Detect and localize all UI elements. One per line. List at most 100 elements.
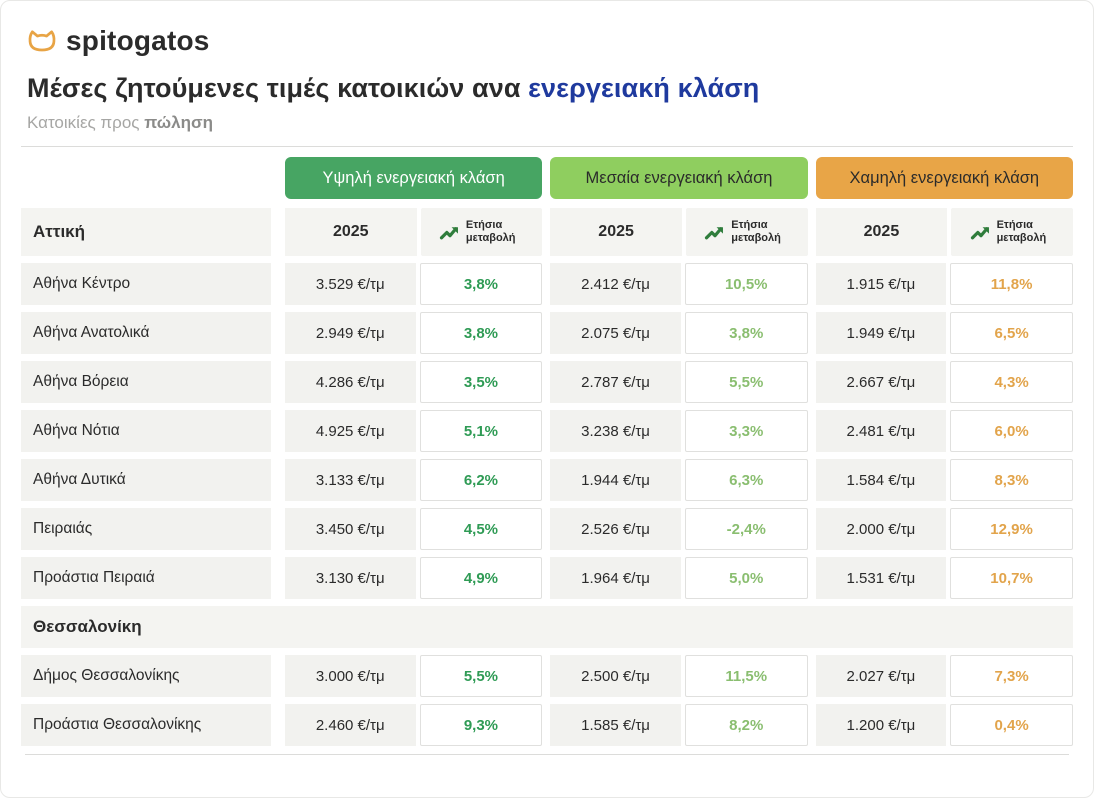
- subtitle-bold: πώληση: [144, 113, 213, 132]
- price-2025: 3.238 €/τμ: [550, 410, 681, 452]
- header-group-medium: 2025 Ετήσια μεταβολή: [550, 208, 808, 256]
- price-2025: 3.529 €/τμ: [285, 263, 416, 305]
- price-2025: 2.787 €/τμ: [550, 361, 681, 403]
- annual-change: 10,7%: [950, 557, 1073, 599]
- table-row: Αθήνα Βόρεια 4.286 €/τμ 3,5% 2.787 €/τμ 5,…: [21, 361, 1073, 403]
- badge-medium-energy-class: Μεσαία ενεργειακή κλάση: [550, 157, 808, 199]
- change-column-label: Ετήσια μεταβολή: [465, 219, 516, 244]
- region-label: Προάστια Πειραιά: [21, 557, 271, 599]
- change-column-label: Ετήσια μεταβολή: [731, 219, 781, 244]
- price-2025: 1.585 €/τμ: [550, 704, 681, 746]
- price-2025: 4.286 €/τμ: [285, 361, 416, 403]
- subtitle-prefix: Κατοικίες προς: [27, 113, 145, 132]
- year-column-header: 2025: [550, 208, 682, 256]
- badge-row: Υψηλή ενεργειακή κλάση Μεσαία ενεργειακή…: [285, 157, 1073, 199]
- change-column-header: Ετήσια μεταβολή: [951, 208, 1073, 256]
- price-2025: 2.460 €/τμ: [285, 704, 416, 746]
- region-label: Αθήνα Κέντρο: [21, 263, 271, 305]
- annual-change: 6,5%: [950, 312, 1073, 354]
- header-group-low: 2025 Ετήσια μεταβολή: [815, 208, 1073, 256]
- header-divider: [21, 146, 1073, 147]
- page-subtitle: Κατοικίες προς πώληση: [27, 113, 1077, 133]
- trend-up-icon: [439, 224, 461, 241]
- price-2025: 2.075 €/τμ: [550, 312, 681, 354]
- table-row: Αθήνα Νότια 4.925 €/τμ 5,1% 3.238 €/τμ 3,3…: [21, 410, 1073, 452]
- annual-change: 11,5%: [684, 655, 808, 697]
- title-highlight: ενεργειακή κλάση: [528, 73, 760, 103]
- table-row: Αθήνα Κέντρο 3.529 €/τμ 3,8% 2.412 €/τμ 10…: [21, 263, 1073, 305]
- title-main: Μέσες ζητούμενες τιμές κατοικιών ανα: [27, 73, 529, 103]
- annual-change: 3,8%: [419, 263, 543, 305]
- price-2025: 4.925 €/τμ: [285, 410, 416, 452]
- table-row: Αθήνα Ανατολικά 2.949 €/τμ 3,8% 2.075 €/τ…: [21, 312, 1073, 354]
- annual-change: 4,5%: [419, 508, 543, 550]
- badge-high-energy-class: Υψηλή ενεργειακή κλάση: [285, 157, 543, 199]
- table-row: Πειραιάς 3.450 €/τμ 4,5% 2.526 €/τμ -2,4% …: [21, 508, 1073, 550]
- region-label: Αθήνα Ανατολικά: [21, 312, 271, 354]
- price-2025: 3.450 €/τμ: [285, 508, 416, 550]
- price-2025: 1.944 €/τμ: [550, 459, 681, 501]
- price-2025: 1.531 €/τμ: [815, 557, 947, 599]
- annual-change: 5,5%: [684, 361, 808, 403]
- price-2025: 1.949 €/τμ: [815, 312, 947, 354]
- annual-change: 11,8%: [950, 263, 1073, 305]
- annual-change: 5,1%: [419, 410, 543, 452]
- region-label: Δήμος Θεσσαλονίκης: [21, 655, 271, 697]
- table-row: Αθήνα Δυτικά 3.133 €/τμ 6,2% 1.944 €/τμ 6,…: [21, 459, 1073, 501]
- badge-low-energy-class: Χαμηλή ενεργειακή κλάση: [815, 157, 1073, 199]
- annual-change: 3,5%: [419, 361, 543, 403]
- year-column-header: 2025: [285, 208, 417, 256]
- annual-change: 3,8%: [419, 312, 543, 354]
- annual-change: -2,4%: [684, 508, 808, 550]
- annual-change: 6,3%: [684, 459, 808, 501]
- change-column-label: Ετήσια μεταβολή: [996, 219, 1047, 244]
- region-label: Αθήνα Δυτικά: [21, 459, 271, 501]
- annual-change: 4,9%: [419, 557, 543, 599]
- price-2025: 2.481 €/τμ: [815, 410, 947, 452]
- trend-up-icon: [704, 224, 726, 241]
- section-row: Θεσσαλονίκη: [21, 606, 1073, 648]
- table-bottom-divider: [25, 754, 1069, 755]
- price-table: Υψηλή ενεργειακή κλάση Μεσαία ενεργειακή…: [21, 157, 1073, 755]
- price-2025: 2.027 €/τμ: [815, 655, 947, 697]
- price-2025: 3.133 €/τμ: [285, 459, 416, 501]
- table-row: Προάστια Θεσσαλονίκης 2.460 €/τμ 9,3% 1.5…: [21, 704, 1073, 746]
- trend-up-icon: [970, 224, 992, 241]
- annual-change: 4,3%: [950, 361, 1073, 403]
- region-label: Προάστια Θεσσαλονίκης: [21, 704, 271, 746]
- price-2025: 2.000 €/τμ: [815, 508, 947, 550]
- price-2025: 2.526 €/τμ: [550, 508, 681, 550]
- price-2025: 3.130 €/τμ: [285, 557, 416, 599]
- region-label: Αθήνα Βόρεια: [21, 361, 271, 403]
- price-2025: 2.500 €/τμ: [550, 655, 681, 697]
- table-row: Προάστια Πειραιά 3.130 €/τμ 4,9% 1.964 €/…: [21, 557, 1073, 599]
- cat-icon: [27, 29, 57, 54]
- annual-change: 6,0%: [950, 410, 1073, 452]
- annual-change: 3,8%: [684, 312, 808, 354]
- price-2025: 3.000 €/τμ: [285, 655, 416, 697]
- table-header-row: Αττική 2025 Ετήσια μεταβολή: [21, 208, 1073, 256]
- table-row: Δήμος Θεσσαλονίκης 3.000 €/τμ 5,5% 2.500 …: [21, 655, 1073, 697]
- annual-change: 7,3%: [950, 655, 1073, 697]
- header-group-high: 2025 Ετήσια μεταβολή: [285, 208, 543, 256]
- annual-change: 5,0%: [684, 557, 808, 599]
- annual-change: 3,3%: [684, 410, 808, 452]
- price-2025: 1.584 €/τμ: [815, 459, 947, 501]
- price-2025: 1.964 €/τμ: [550, 557, 681, 599]
- price-2025: 2.667 €/τμ: [815, 361, 947, 403]
- annual-change: 0,4%: [950, 704, 1073, 746]
- region-label: Αθήνα Νότια: [21, 410, 271, 452]
- region-label: Πειραιάς: [21, 508, 271, 550]
- price-2025: 2.949 €/τμ: [285, 312, 416, 354]
- annual-change: 12,9%: [950, 508, 1073, 550]
- annual-change: 10,5%: [684, 263, 808, 305]
- annual-change: 6,2%: [419, 459, 543, 501]
- annual-change: 8,3%: [950, 459, 1073, 501]
- change-column-header: Ετήσια μεταβολή: [685, 208, 808, 256]
- annual-change: 8,2%: [684, 704, 808, 746]
- brand-name: spitogatos: [66, 25, 210, 56]
- annual-change: 9,3%: [419, 704, 543, 746]
- price-2025: 1.200 €/τμ: [815, 704, 947, 746]
- change-column-header: Ετήσια μεταβολή: [420, 208, 543, 256]
